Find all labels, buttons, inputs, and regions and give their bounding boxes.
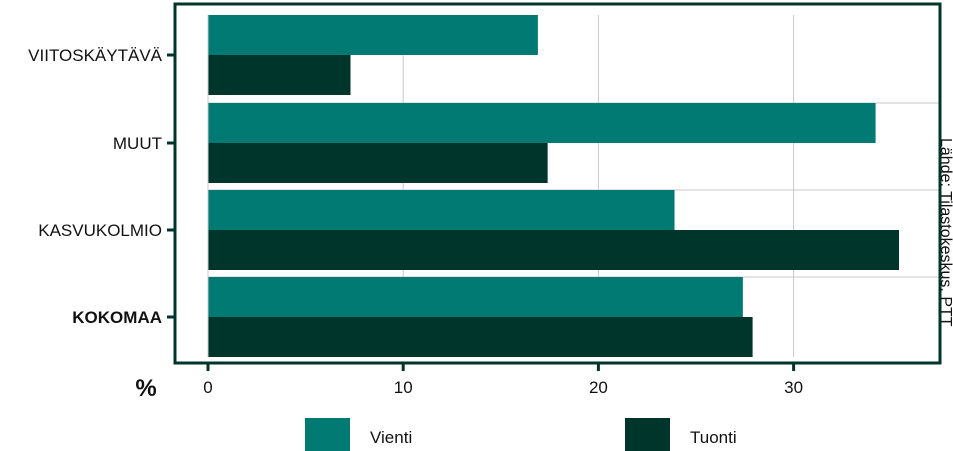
- x-tick-label-2: 20: [589, 378, 608, 397]
- bar-tuonti-0: [208, 55, 351, 95]
- legend-label-tuonti: Tuonti: [690, 428, 737, 447]
- legend-swatch-vienti: [305, 418, 350, 451]
- legend-label-vienti: Vienti: [370, 428, 412, 447]
- category-label-0: VIITOSKÄYTÄVÄ: [28, 46, 163, 65]
- category-label-3: KOKOMAA: [72, 308, 162, 327]
- bar-vienti-1: [208, 103, 876, 143]
- bar-tuonti-2: [208, 230, 900, 270]
- plot-frame: [173, 2, 942, 365]
- bar-tuonti-1: [208, 143, 548, 183]
- category-label-2: KASVUKOLMIO: [38, 221, 162, 240]
- legend-swatch-tuonti: [625, 418, 670, 451]
- x-tick-label-3: 30: [784, 378, 803, 397]
- source-note: Lähde: Tilastokeskus, PTT: [937, 138, 953, 327]
- bar-vienti-0: [208, 15, 538, 55]
- x-tick-label-0: 0: [203, 378, 212, 397]
- unit-label: %: [135, 375, 156, 402]
- bar-vienti-3: [208, 277, 743, 317]
- bar-tuonti-3: [208, 317, 753, 357]
- x-tick-label-1: 10: [394, 378, 413, 397]
- bar-vienti-2: [208, 190, 675, 230]
- category-label-1: MUUT: [113, 134, 162, 153]
